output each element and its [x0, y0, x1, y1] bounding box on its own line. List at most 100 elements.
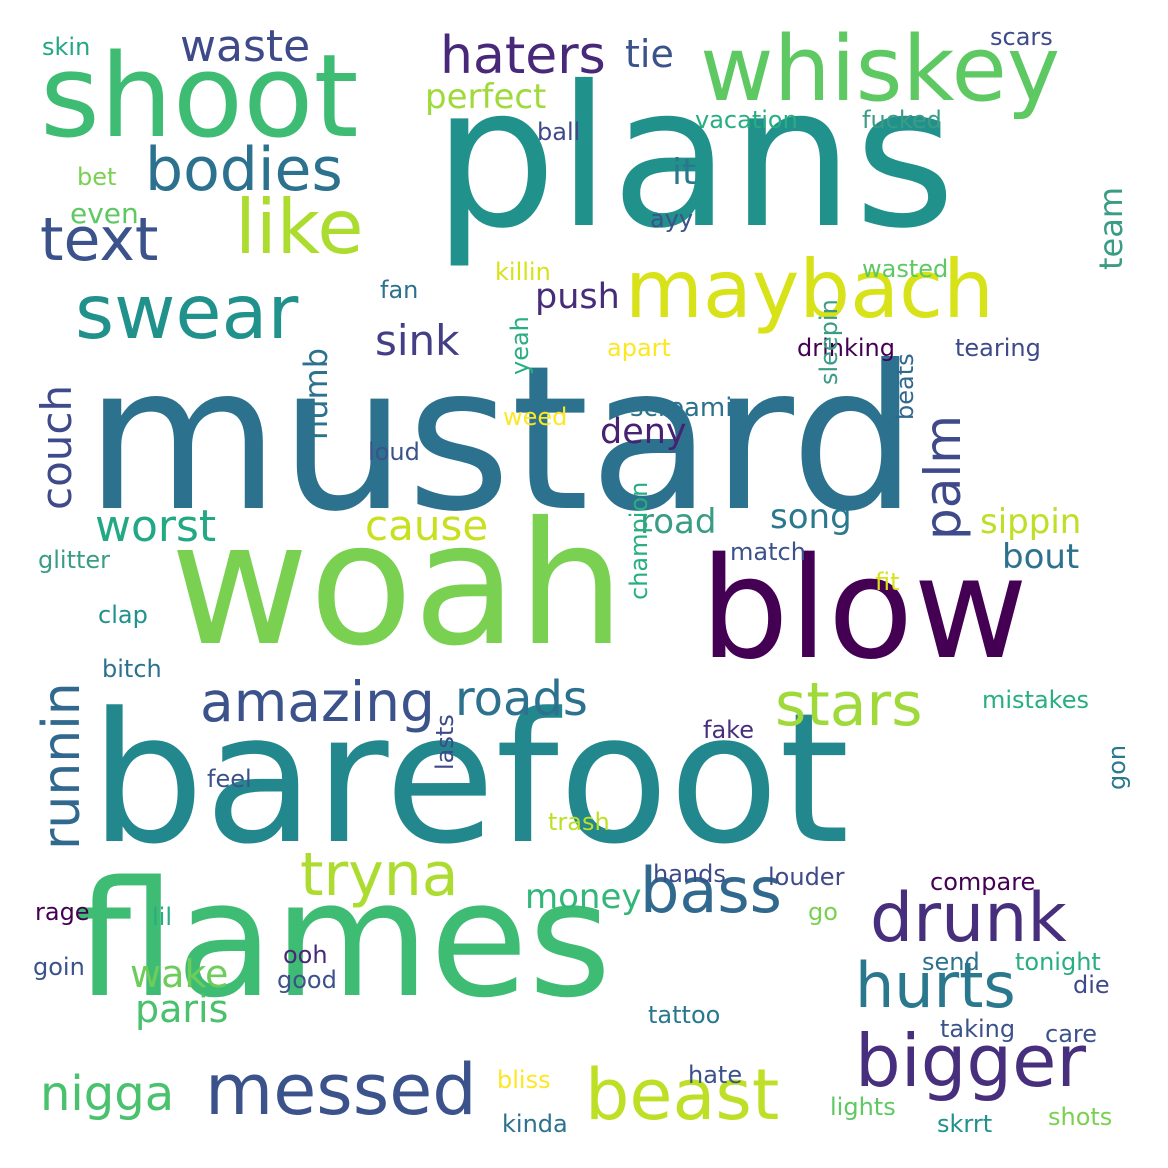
word-blow: blow — [700, 528, 1028, 691]
word-lights: lights — [830, 1093, 896, 1121]
word-wake: wake — [130, 952, 229, 996]
word-screamin: screamin — [630, 393, 749, 423]
word-send: send — [922, 948, 980, 976]
word-good: good — [277, 966, 337, 994]
word-bliss: bliss — [497, 1066, 551, 1094]
word-nigga: nigga — [40, 1066, 175, 1122]
word-tie: tie — [625, 32, 674, 76]
word-numb: numb — [297, 347, 335, 440]
word-maybach: maybach — [625, 243, 994, 336]
word-bout: bout — [1002, 537, 1080, 577]
word-drinking: drinking — [797, 334, 895, 362]
word-deny: deny — [600, 412, 687, 452]
word-gon: gon — [1103, 744, 1131, 790]
word-perfect: perfect — [425, 77, 547, 117]
word-go: go — [808, 898, 838, 926]
word-bodies: bodies — [145, 135, 343, 205]
word-team: team — [1092, 186, 1130, 270]
word-drunk: drunk — [870, 879, 1067, 958]
word-worst: worst — [95, 501, 217, 552]
word-glitter: glitter — [38, 546, 111, 574]
word-sink: sink — [375, 316, 460, 365]
word-tonight: tonight — [1015, 948, 1101, 976]
word-lil: lil — [152, 903, 173, 931]
word-goin: goin — [33, 953, 85, 981]
word-fucked: fucked — [862, 106, 942, 134]
word-like: like — [235, 183, 364, 271]
word-barefoot: barefoot — [90, 675, 850, 884]
word-fan: fan — [380, 276, 419, 304]
word-shots: shots — [1048, 1103, 1113, 1131]
word-mistakes: mistakes — [982, 686, 1089, 714]
word-compare: compare — [930, 868, 1036, 896]
word-mustard: mustard — [85, 323, 918, 556]
word-yeah: yeah — [506, 316, 534, 375]
word-killin: killin — [495, 258, 551, 286]
word-shoot: shoot — [40, 30, 359, 164]
word-cause: cause — [365, 501, 489, 550]
word-push: push — [535, 277, 620, 317]
word-hate: hate — [688, 1061, 743, 1089]
word-haters: haters — [440, 26, 606, 86]
word-feel: feel — [207, 765, 252, 793]
word-waste: waste — [180, 21, 311, 72]
word-plans: plans — [433, 44, 956, 271]
word-runnin: runnin — [32, 682, 92, 850]
word-hurts: hurts — [855, 949, 1016, 1022]
word-flames: flames — [75, 846, 612, 1033]
word-ooh: ooh — [283, 941, 328, 969]
word-taking: taking — [940, 1015, 1016, 1043]
word-skin: skin — [42, 33, 91, 61]
word-bitch: bitch — [102, 655, 162, 683]
word-fit: fit — [875, 568, 900, 596]
word-loud: loud — [368, 438, 420, 466]
word-trash: trash — [548, 808, 610, 836]
word-apart: apart — [607, 334, 671, 362]
word-road: road — [640, 502, 717, 542]
word-vacation: vacation — [695, 106, 798, 134]
word-wasted: wasted — [862, 255, 949, 283]
word-bass: bass — [640, 854, 782, 927]
word-clap: clap — [98, 601, 148, 629]
word-sleepin: sleepin — [815, 299, 843, 385]
word-bigger: bigger — [855, 1019, 1087, 1103]
word-beats: beats — [891, 353, 919, 420]
word-rage: rage — [35, 898, 90, 926]
word-hands: hands — [653, 860, 726, 888]
word-amazing: amazing — [200, 670, 435, 734]
word-song: song — [770, 497, 852, 537]
word-swear: swear — [75, 268, 299, 356]
word-tattoo: tattoo — [648, 1001, 721, 1029]
word-sippin: sippin — [980, 502, 1082, 542]
word-text: text — [40, 205, 159, 275]
word-skrrt: skrrt — [937, 1110, 993, 1138]
word-whiskey: whiskey — [700, 17, 1061, 122]
word-palm: palm — [914, 415, 972, 540]
word-champion: champion — [625, 481, 653, 600]
word-tryna: tryna — [300, 840, 459, 910]
word-lasts: lasts — [431, 714, 459, 770]
word-match: match — [730, 538, 806, 566]
word-money: money — [525, 877, 642, 917]
word-die: die — [1073, 971, 1110, 999]
word-ayy: ayy — [650, 205, 694, 233]
word-kinda: kinda — [502, 1110, 568, 1138]
word-it: it — [672, 152, 697, 193]
word-stars: stars — [775, 670, 923, 740]
word-roads: roads — [455, 671, 588, 727]
word-paris: paris — [135, 987, 229, 1031]
word-care: care — [1045, 1020, 1098, 1048]
word-tearing: tearing — [955, 334, 1041, 362]
word-fake: fake — [703, 716, 754, 744]
word-even: even — [70, 197, 139, 230]
word-beast: beast — [585, 1054, 780, 1136]
word-couch: couch — [32, 384, 81, 510]
word-scars: scars — [990, 23, 1053, 51]
word-ball: ball — [537, 118, 581, 146]
word-louder: louder — [768, 863, 845, 891]
word-bet: bet — [77, 163, 117, 191]
word-woah: woah — [170, 486, 625, 684]
word-messed: messed — [205, 1049, 477, 1131]
word-weed: weed — [503, 403, 568, 431]
